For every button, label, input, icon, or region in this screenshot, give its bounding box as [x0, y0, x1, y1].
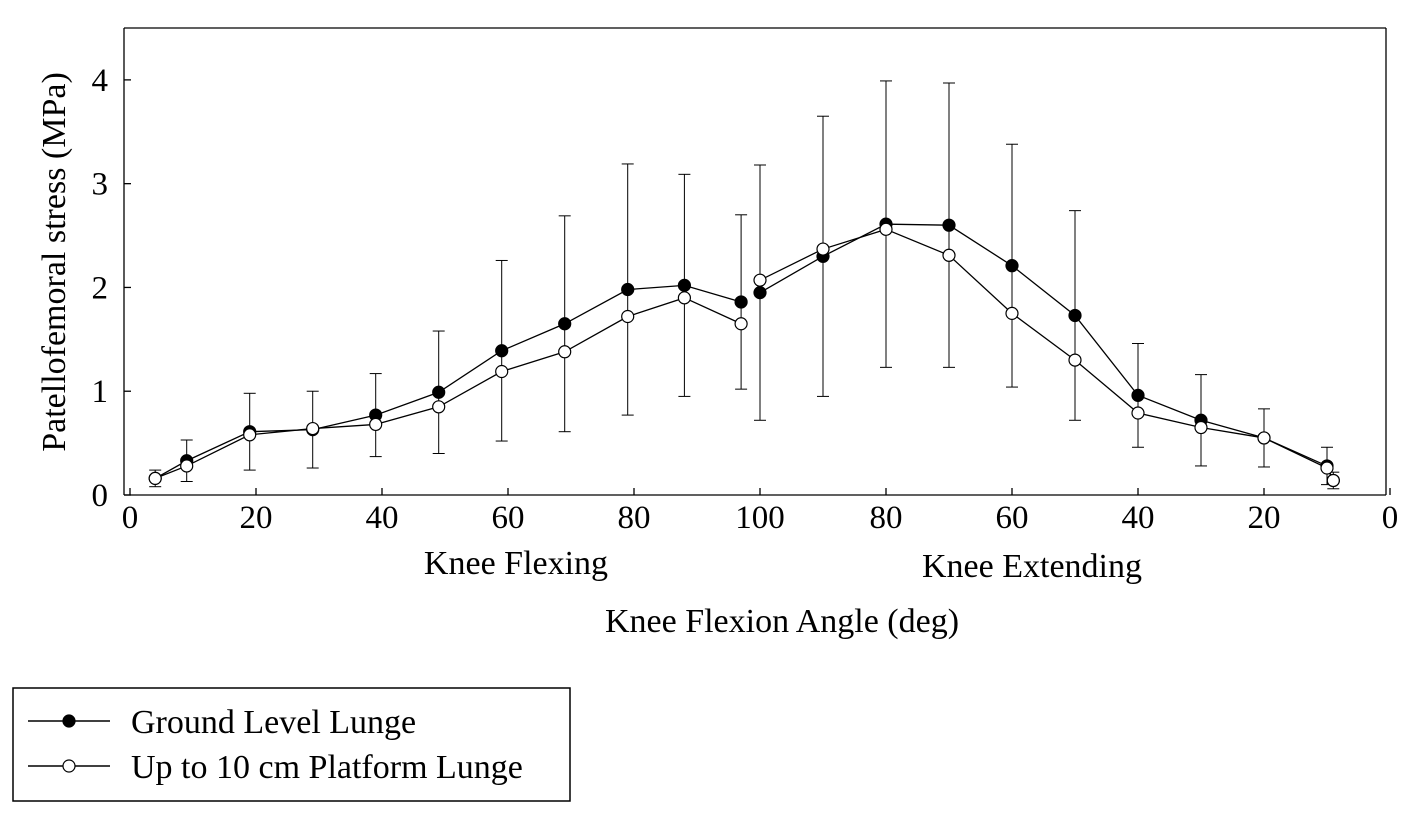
- y-axis-title: Patellofemoral stress (MPa): [36, 72, 73, 452]
- data-point-platform: [1131, 406, 1145, 420]
- phase-label-extending: Knee Extending: [922, 548, 1142, 585]
- x-axis-title: Knee Flexion Angle (deg): [605, 603, 959, 640]
- data-point-platform: [677, 291, 692, 305]
- data-point-platform: [1326, 473, 1340, 488]
- series-markers: [148, 217, 1340, 488]
- x-tick-label: 20: [1248, 500, 1281, 536]
- data-point-platform: [621, 309, 635, 324]
- data-point-platform: [369, 417, 383, 432]
- data-point-ground-level: [734, 295, 748, 309]
- phase-label-flexing: Knee Flexing: [424, 545, 608, 582]
- series-line: [154, 284, 742, 479]
- data-point-platform: [816, 242, 830, 256]
- x-tick-label: 60: [996, 500, 1029, 536]
- x-tick-label: 20: [240, 500, 273, 536]
- data-point-ground-level: [558, 317, 572, 331]
- x-tick-label: 100: [735, 500, 785, 536]
- axes: [123, 27, 1387, 496]
- y-tick-label: 1: [92, 374, 109, 410]
- data-point-platform: [1320, 461, 1334, 475]
- data-point-ground-level: [621, 282, 635, 297]
- x-tick-label: 80: [618, 500, 651, 536]
- y-tick-label: 4: [92, 63, 109, 99]
- data-point-ground-level: [677, 278, 692, 292]
- data-point-platform: [1005, 306, 1019, 320]
- legend-label-platform: Up to 10 cm Platform Lunge: [131, 749, 523, 786]
- data-point-ground-level: [1068, 308, 1082, 323]
- data-point-ground-level: [495, 344, 509, 358]
- data-point-platform: [734, 317, 748, 331]
- legend-marker-platform: [62, 759, 76, 773]
- series-lines: [154, 223, 1334, 481]
- data-point-platform: [495, 364, 509, 379]
- x-tick-label: 40: [366, 500, 399, 536]
- data-point-platform: [558, 345, 572, 359]
- data-point-ground-level: [1005, 259, 1019, 273]
- legend-marker-ground: [62, 714, 76, 728]
- series-line: [154, 297, 742, 480]
- data-point-platform: [1194, 420, 1208, 435]
- x-tick-label: 60: [492, 500, 525, 536]
- data-point-platform: [1257, 431, 1271, 445]
- x-tick-label: 0: [1382, 500, 1399, 536]
- y-axis-ticks: 0 1 2 3 4: [92, 63, 131, 514]
- data-point-platform: [753, 273, 767, 287]
- data-point-platform: [1068, 353, 1082, 367]
- data-point-platform: [432, 400, 446, 414]
- data-point-platform: [879, 222, 893, 236]
- x-tick-label: 40: [1122, 500, 1155, 536]
- series-line: [759, 228, 1334, 481]
- data-point-ground-level: [753, 286, 767, 300]
- series-line: [759, 223, 1334, 481]
- y-tick-label: 2: [92, 270, 109, 306]
- x-tick-label: 80: [870, 500, 903, 536]
- legend-box: [12, 687, 571, 802]
- data-point-ground-level: [942, 218, 956, 232]
- x-axis-ticks: 0 20 40 60 80 100 80 60 40 20 0: [122, 488, 1399, 536]
- legend-label-ground: Ground Level Lunge: [131, 704, 416, 741]
- data-point-platform: [148, 471, 162, 485]
- x-tick-label: 0: [122, 500, 139, 536]
- data-point-ground-level: [1131, 388, 1145, 402]
- y-tick-label: 3: [92, 167, 109, 203]
- data-point-platform: [243, 428, 257, 442]
- data-point-platform: [942, 248, 956, 262]
- y-tick-label: 0: [92, 478, 109, 514]
- data-point-platform: [306, 421, 320, 436]
- data-point-platform: [180, 459, 194, 473]
- data-point-ground-level: [432, 385, 446, 399]
- legend: Ground Level Lunge Up to 10 cm Platform …: [12, 687, 571, 802]
